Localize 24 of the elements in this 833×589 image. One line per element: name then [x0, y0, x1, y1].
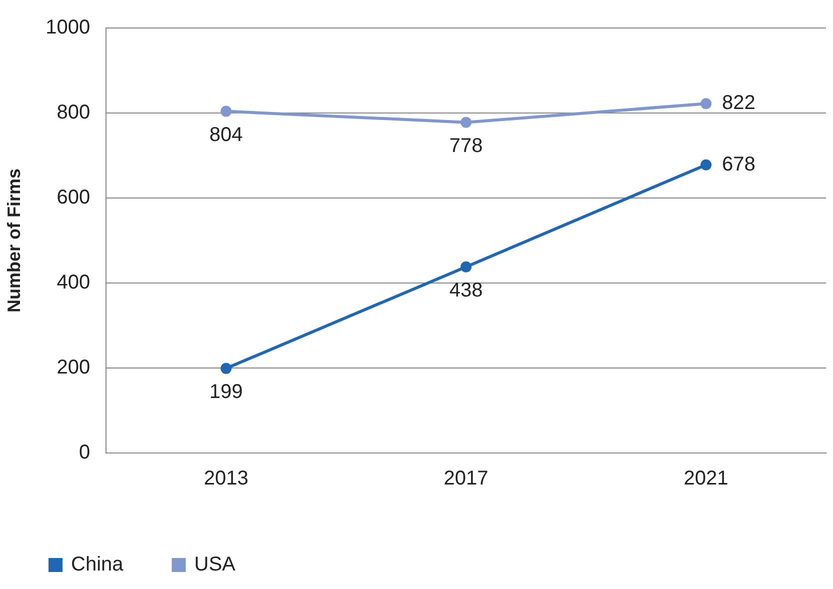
point	[460, 261, 472, 272]
x-tick-label: 2017	[444, 468, 488, 490]
point	[220, 362, 232, 374]
y-tick-label: 400	[56, 272, 90, 294]
data-label: 804	[209, 124, 243, 146]
y-tick-label: 1000	[46, 16, 90, 39]
data-label: 438	[449, 279, 483, 302]
legend-label: USA	[194, 554, 236, 576]
y-tick-label: 600	[56, 186, 90, 209]
x-tick-label: 2021	[684, 468, 728, 490]
data-label: 778	[449, 134, 483, 157]
data-label: 822	[722, 92, 756, 114]
data-label: 199	[209, 380, 243, 403]
x-tick-label: 2013	[204, 468, 248, 490]
y-tick-label: 200	[56, 356, 90, 379]
point	[460, 116, 472, 128]
point	[700, 159, 712, 170]
data-label: 678	[722, 153, 756, 176]
legend-label: China	[71, 554, 124, 576]
y-axis-title: Number of Firms	[4, 168, 24, 313]
point	[700, 98, 712, 110]
y-tick-label: 800	[56, 102, 90, 124]
y-tick-label: 0	[78, 442, 90, 464]
point	[220, 106, 232, 117]
